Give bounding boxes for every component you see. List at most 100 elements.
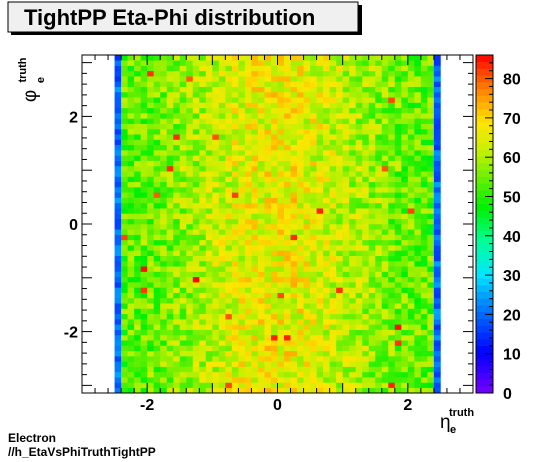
heatmap-cell	[192, 271, 200, 278]
heatmap-cell	[433, 139, 441, 146]
heatmap-cell	[375, 255, 383, 262]
heatmap-cell	[381, 91, 389, 98]
heatmap-cell	[257, 319, 265, 325]
heatmap-cell	[368, 192, 376, 198]
heatmap-cell	[297, 297, 304, 304]
heatmap-cell	[290, 287, 298, 293]
heatmap-cell	[121, 218, 128, 225]
heatmap-cell	[362, 313, 370, 320]
heatmap-cell	[381, 60, 389, 66]
heatmap-cell	[388, 213, 396, 220]
heatmap-cell	[290, 313, 298, 320]
heatmap-cell	[127, 150, 135, 156]
heatmap-cell	[368, 324, 376, 330]
heatmap-cell	[270, 192, 278, 198]
heatmap-cell	[368, 202, 376, 209]
heatmap-cell	[414, 176, 422, 183]
heatmap-cell	[433, 340, 441, 346]
heatmap-cell	[140, 287, 148, 293]
heatmap-cell	[147, 324, 154, 330]
heatmap-cell	[225, 150, 233, 156]
heatmap-cell	[290, 340, 298, 346]
heatmap-cell	[147, 208, 154, 214]
heatmap-cell	[212, 340, 220, 346]
heatmap-cell	[212, 255, 220, 262]
heatmap-cell	[205, 324, 213, 330]
heatmap-cell	[212, 102, 220, 109]
heatmap-cell	[153, 155, 161, 161]
heatmap-cell	[310, 76, 317, 82]
heatmap-cell	[362, 324, 370, 330]
colorbar-segment	[476, 75, 493, 83]
heatmap-cell	[368, 60, 376, 66]
heatmap-cell	[362, 102, 370, 109]
heatmap-cell	[336, 271, 343, 278]
heatmap-cell	[121, 266, 128, 272]
heatmap-cell	[134, 187, 141, 193]
heatmap-cell	[218, 107, 226, 114]
heatmap-cell	[153, 107, 161, 114]
heatmap-cell	[147, 282, 154, 288]
heatmap-cell	[192, 155, 200, 161]
heatmap-cell	[394, 387, 402, 394]
heatmap-cell	[212, 356, 220, 362]
heatmap-cell	[310, 165, 317, 172]
heatmap-cell	[407, 224, 415, 230]
heatmap-cell	[244, 171, 252, 177]
heatmap-cell	[277, 245, 285, 251]
heatmap-cell	[173, 340, 181, 346]
heatmap-cell	[231, 128, 239, 135]
heatmap-cell	[127, 202, 135, 209]
heatmap-cell	[231, 155, 239, 161]
heatmap-cell	[381, 70, 389, 77]
heatmap-cell	[225, 260, 233, 267]
heatmap-cell	[407, 350, 415, 357]
heatmap-cell	[297, 139, 304, 146]
heatmap-cell	[192, 107, 200, 114]
heatmap-cell	[160, 202, 168, 209]
heatmap-cell	[407, 55, 415, 61]
heatmap-cell	[394, 160, 402, 167]
heatmap-cell	[381, 387, 389, 394]
heatmap-cell	[160, 340, 168, 346]
heatmap-cell	[329, 350, 337, 357]
heatmap-cell	[134, 60, 141, 66]
heatmap-cell	[303, 208, 311, 214]
heatmap-cell	[414, 340, 422, 346]
heatmap-cell	[414, 113, 422, 119]
heatmap-cell	[394, 102, 402, 109]
heatmap-cell	[134, 356, 141, 362]
x-axis-symbol: η	[440, 412, 451, 433]
heatmap-cell	[362, 260, 370, 267]
heatmap-cell	[349, 297, 356, 304]
heatmap-cell	[186, 245, 194, 251]
heatmap-cell	[336, 345, 343, 352]
heatmap-cell	[284, 192, 291, 198]
heatmap-cell	[342, 139, 350, 146]
heatmap-cell	[316, 144, 324, 151]
heatmap-cell	[433, 319, 441, 325]
heatmap-cell	[192, 171, 200, 177]
heatmap-cell	[160, 245, 168, 251]
heatmap-cell	[394, 319, 402, 325]
heatmap-cell	[186, 65, 194, 72]
heatmap-cell	[394, 197, 402, 204]
heatmap-cell	[264, 276, 272, 283]
heatmap-cell	[336, 324, 343, 330]
heatmap-cell	[134, 107, 141, 114]
heatmap-cell	[297, 134, 304, 140]
heatmap-cell	[381, 303, 389, 309]
heatmap-cell	[225, 308, 233, 315]
heatmap-cell	[375, 329, 383, 336]
heatmap-cell	[433, 324, 441, 330]
heatmap-cell	[270, 287, 278, 293]
heatmap-cell	[225, 239, 233, 246]
heatmap-cell	[186, 334, 194, 341]
heatmap-cell	[323, 292, 330, 299]
heatmap-cell	[205, 165, 213, 172]
heatmap-cell	[290, 118, 298, 124]
heatmap-cell	[270, 86, 278, 93]
heatmap-cell	[147, 139, 154, 146]
heatmap-cell	[297, 387, 304, 394]
heatmap-cell	[355, 139, 363, 146]
